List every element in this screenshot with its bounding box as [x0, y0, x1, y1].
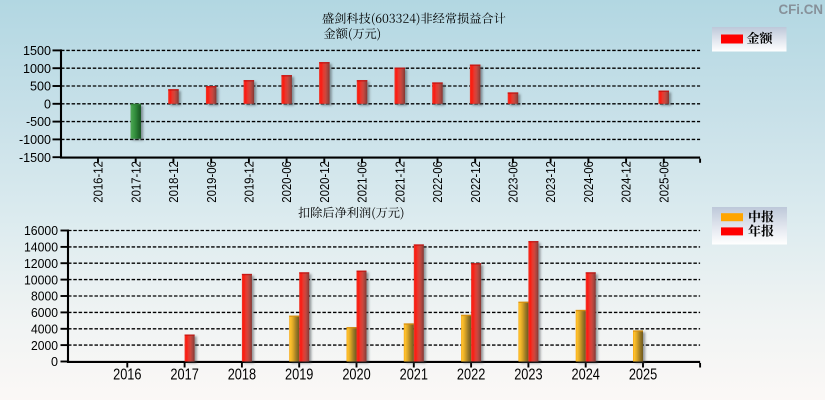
svg-text:2022: 2022 — [457, 366, 485, 383]
svg-text:2023: 2023 — [514, 366, 542, 383]
svg-text:-1500: -1500 — [19, 150, 51, 165]
svg-text:2018: 2018 — [228, 366, 256, 383]
svg-text:2022-06: 2022-06 — [430, 161, 445, 203]
svg-text:2020: 2020 — [342, 366, 370, 383]
svg-text:-500: -500 — [26, 114, 51, 129]
svg-text:2021: 2021 — [400, 366, 428, 383]
svg-text:0: 0 — [44, 96, 51, 111]
svg-text:2016-12: 2016-12 — [91, 161, 106, 203]
svg-text:2019-06: 2019-06 — [204, 161, 219, 203]
svg-text:2019: 2019 — [285, 366, 313, 383]
svg-text:1500: 1500 — [23, 43, 51, 58]
svg-text:2000: 2000 — [31, 338, 58, 353]
svg-text:500: 500 — [30, 79, 51, 94]
svg-text:2020-06: 2020-06 — [279, 161, 294, 203]
svg-text:8000: 8000 — [31, 289, 58, 304]
svg-text:CFi.CN: CFi.CN — [779, 1, 824, 17]
svg-text:2021-12: 2021-12 — [392, 161, 407, 203]
svg-text:2017-12: 2017-12 — [128, 161, 143, 203]
svg-text:2017: 2017 — [170, 366, 198, 383]
svg-text:2024-12: 2024-12 — [619, 161, 634, 203]
svg-text:6000: 6000 — [31, 305, 58, 320]
svg-text:2018-12: 2018-12 — [166, 161, 181, 203]
svg-text:2021-06: 2021-06 — [355, 161, 370, 203]
svg-text:1000: 1000 — [23, 61, 51, 76]
svg-text:2022-12: 2022-12 — [468, 161, 483, 203]
svg-text:2020-12: 2020-12 — [317, 161, 332, 203]
svg-text:2023-06: 2023-06 — [506, 161, 521, 203]
svg-text:2024-06: 2024-06 — [581, 161, 596, 203]
svg-text:2016: 2016 — [113, 366, 141, 383]
svg-text:4000: 4000 — [31, 321, 58, 336]
svg-text:2024: 2024 — [572, 366, 600, 383]
svg-text:12000: 12000 — [24, 256, 58, 271]
svg-text:0: 0 — [51, 354, 58, 369]
svg-text:2023-12: 2023-12 — [543, 161, 558, 203]
svg-text:14000: 14000 — [24, 240, 58, 255]
svg-text:10000: 10000 — [24, 272, 58, 287]
svg-text:2025-06: 2025-06 — [656, 161, 671, 203]
svg-text:16000: 16000 — [24, 223, 58, 238]
svg-text:2025: 2025 — [629, 366, 657, 383]
svg-text:-1000: -1000 — [19, 132, 51, 147]
svg-text:2019-12: 2019-12 — [242, 161, 257, 203]
